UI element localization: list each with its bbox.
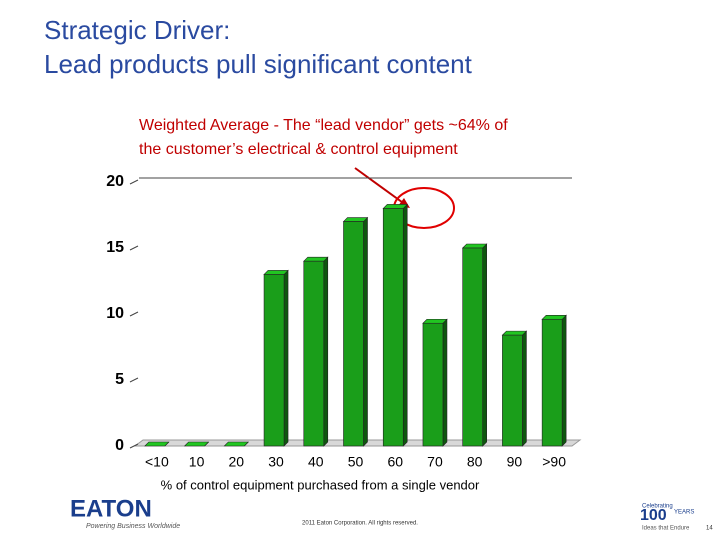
annotation-arrow	[354, 167, 407, 206]
x-tick-label: 40	[308, 454, 324, 470]
badge-top: Celebrating	[642, 504, 673, 510]
x-tick-label: 20	[229, 454, 245, 470]
bar-side	[323, 256, 329, 447]
logo-tagline: Powering Business Worldwide	[86, 523, 180, 530]
bar-top	[144, 441, 170, 447]
bar	[461, 243, 488, 447]
bar	[382, 203, 408, 447]
y-tick-label: 15	[106, 239, 124, 256]
bar-top	[183, 441, 210, 447]
y-tick	[129, 179, 139, 185]
x-tick-label: 10	[189, 454, 205, 470]
bar	[501, 330, 528, 447]
y-tick	[129, 245, 139, 251]
bar-side	[482, 243, 487, 447]
y-tick	[129, 443, 139, 449]
y-tick	[129, 311, 139, 317]
bar	[422, 318, 448, 447]
bar-front	[422, 322, 444, 447]
bar	[223, 441, 250, 447]
bar	[541, 314, 567, 447]
bar-front	[303, 260, 325, 447]
bar	[144, 441, 170, 447]
bar	[263, 269, 289, 447]
bar	[342, 216, 369, 447]
x-tick-label: >90	[542, 454, 566, 470]
badge-years: YEARS	[674, 510, 694, 516]
bar-side	[522, 330, 527, 447]
x-axis-label: % of control equipment purchased from a …	[161, 477, 480, 492]
bar-top	[541, 314, 567, 320]
slide-title: Strategic Driver:	[44, 15, 230, 45]
slide-title: Lead products pull significant content	[44, 49, 473, 79]
x-tick-label: 70	[427, 454, 443, 470]
bar-top	[382, 204, 408, 209]
bar-side	[402, 203, 408, 447]
bar-front	[462, 247, 483, 447]
bar-side	[561, 314, 567, 447]
bar-side	[442, 318, 448, 447]
badge-number: 100	[640, 507, 667, 524]
y-tick-label: 0	[115, 437, 124, 454]
y-tick-label: 20	[106, 173, 124, 190]
footer: 2011 Eaton Corporation. All rights reser…	[302, 521, 418, 527]
x-tick-label: 90	[507, 454, 523, 470]
bar	[183, 441, 210, 447]
page-number: 14	[706, 526, 713, 532]
bar-side	[363, 216, 368, 447]
annotation: Weighted Average - The “lead vendor” get…	[139, 117, 508, 134]
y-tick	[129, 377, 139, 383]
badge-tagline: Ideas that Endure	[642, 526, 690, 532]
bar-top	[501, 330, 528, 336]
bar-front	[502, 334, 523, 447]
bar-front	[263, 274, 285, 447]
bar-top	[303, 256, 329, 262]
annotation: the customer’s electrical & control equi…	[139, 141, 458, 158]
bar-top	[422, 318, 448, 324]
x-tick-label: 60	[387, 454, 403, 470]
x-tick-label: <10	[145, 454, 169, 470]
x-tick-label: 50	[348, 454, 364, 470]
bar-top	[223, 441, 250, 447]
bar-side	[283, 269, 289, 447]
bar	[303, 256, 329, 447]
bar-top	[461, 243, 488, 249]
bar-front	[541, 318, 563, 447]
anniversary-badge: Celebrating 100 YEARS Ideas that Endure	[640, 504, 694, 532]
eaton-logo: EATON Powering Business Worldwide	[70, 495, 180, 530]
bar-front	[382, 208, 404, 447]
x-tick-label: 80	[467, 454, 483, 470]
bar-top	[342, 217, 369, 222]
y-tick-label: 10	[106, 305, 124, 322]
logo: EATON	[70, 495, 152, 522]
bar-front	[343, 221, 364, 447]
y-tick-label: 5	[115, 371, 124, 388]
bar-top	[263, 270, 289, 275]
x-tick-label: 30	[268, 454, 284, 470]
